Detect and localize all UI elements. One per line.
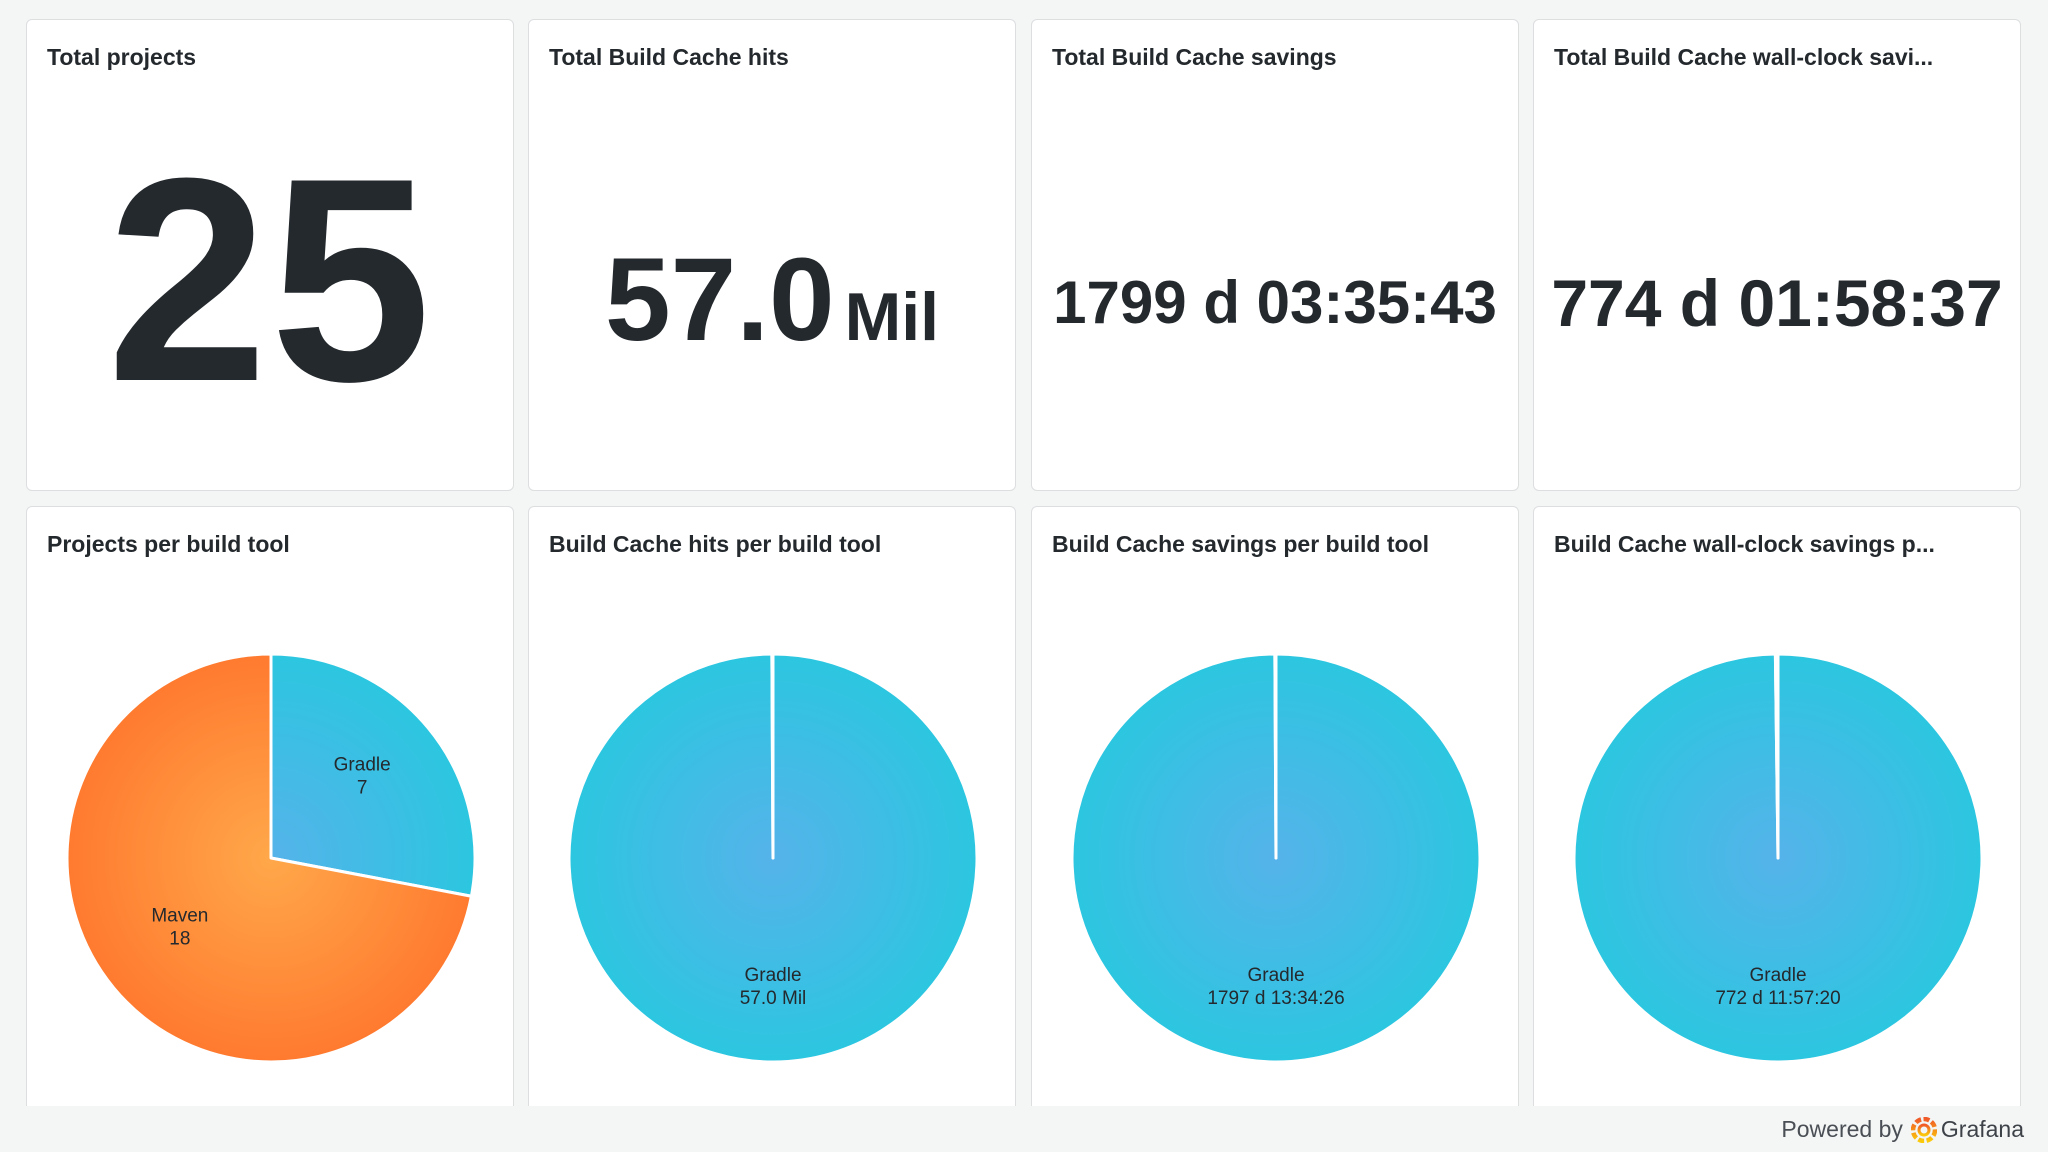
pie-panel-projects[interactable]: Projects per build tool Gradle 7 Maven 18 bbox=[26, 506, 514, 1126]
powered-by[interactable]: Powered by Grafana bbox=[1781, 1116, 2024, 1143]
pie-label-name: Gradle bbox=[334, 755, 391, 776]
stat-value: 25 bbox=[27, 130, 513, 430]
pie-slice-maven[interactable] bbox=[770, 652, 775, 860]
pie-label-value: 1797 d 13:34:26 bbox=[1207, 988, 1344, 1009]
stat-number: 774 d 01:58:37 bbox=[1551, 266, 2003, 340]
panel-title: Total Build Cache savings bbox=[1052, 44, 1337, 70]
pie-label-name: Gradle bbox=[744, 965, 801, 986]
grafana-brand: Grafana bbox=[1940, 1116, 2024, 1142]
pie-label-name: Gradle bbox=[1749, 965, 1806, 986]
pie-label-name: Maven bbox=[151, 905, 208, 926]
stat-number: 1799 d 03:35:43 bbox=[1053, 269, 1497, 336]
footer: Powered by Grafana bbox=[0, 1106, 2048, 1152]
powered-by-text: Powered by bbox=[1781, 1116, 1903, 1142]
panel-title: Total Build Cache wall-clock savi... bbox=[1554, 44, 1934, 70]
stat-panel-total-projects[interactable]: Total projects 25 bbox=[26, 19, 514, 491]
pie-slice-gradle[interactable] bbox=[269, 652, 477, 898]
stat-panel-cache-savings[interactable]: Total Build Cache savings 1799 d 03:35:4… bbox=[1031, 19, 1519, 491]
pie-label-value: 18 bbox=[169, 928, 190, 949]
pie-label-value: 7 bbox=[357, 778, 368, 799]
panel-title: Build Cache wall-clock savings p... bbox=[1554, 531, 1935, 557]
stat-number: 57.0 bbox=[604, 234, 835, 366]
panel-title: Build Cache hits per build tool bbox=[549, 531, 882, 557]
stat-value: 57.0 Mil bbox=[529, 235, 1015, 382]
pie-slice-maven[interactable] bbox=[65, 652, 473, 1064]
panel-title: Projects per build tool bbox=[47, 531, 290, 557]
stat-panel-wall-clock-savings[interactable]: Total Build Cache wall-clock savi... 774… bbox=[1533, 19, 2021, 491]
pie-label-value: 57.0 Mil bbox=[740, 988, 807, 1009]
pie-panel-cache-savings[interactable]: Build Cache savings per build tool Gradl… bbox=[1031, 506, 1519, 1126]
panel-title: Total projects bbox=[47, 44, 197, 70]
pie-slice-maven[interactable] bbox=[1273, 652, 1278, 860]
pie-label-name: Gradle bbox=[1247, 965, 1304, 986]
pie-panel-wall-clock-savings[interactable]: Build Cache wall-clock savings p... Grad… bbox=[1533, 506, 2021, 1126]
panel-title: Total Build Cache hits bbox=[549, 44, 789, 70]
stat-number: 25 bbox=[106, 118, 434, 442]
stat-value: 1799 d 03:35:43 bbox=[1032, 268, 1518, 338]
panel-title: Build Cache savings per build tool bbox=[1052, 531, 1429, 557]
stat-value: 774 d 01:58:37 bbox=[1534, 268, 2020, 338]
pie-slice-maven[interactable] bbox=[1773, 652, 1780, 860]
pie-panel-cache-hits[interactable]: Build Cache hits per build tool Gradle 57… bbox=[528, 506, 1016, 1126]
pie-label-value: 772 d 11:57:20 bbox=[1715, 988, 1840, 1009]
stat-panel-cache-hits[interactable]: Total Build Cache hits 57.0 Mil bbox=[528, 19, 1016, 491]
grafana-logo-icon bbox=[1910, 1116, 1938, 1143]
stat-unit: Mil bbox=[844, 279, 940, 355]
